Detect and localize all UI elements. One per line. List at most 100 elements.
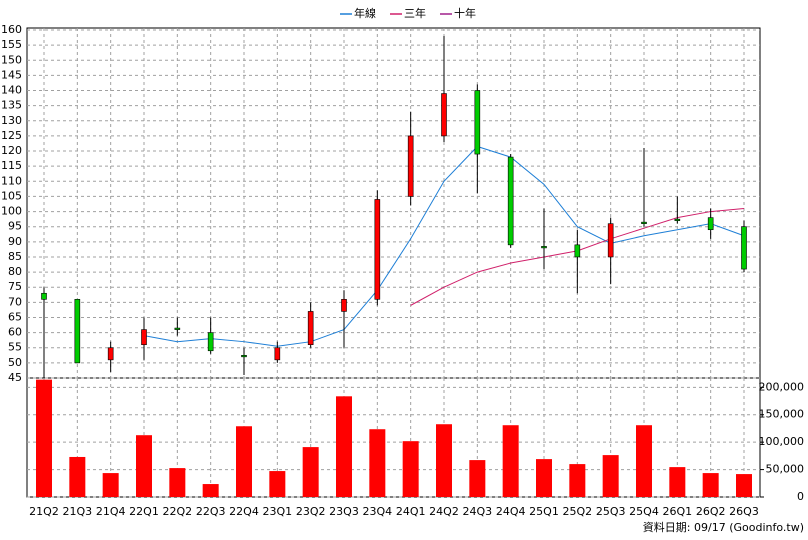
x-tick-label: 26Q2 <box>696 505 726 518</box>
x-tick-label: 25Q3 <box>596 505 626 518</box>
x-tick-label: 22Q3 <box>196 505 226 518</box>
volume-bar <box>369 429 386 497</box>
y-tick-label: 150 <box>1 53 22 66</box>
x-tick-label: 22Q2 <box>163 505 193 518</box>
volume-bar <box>302 447 319 497</box>
y-tick-label: 75 <box>8 280 22 293</box>
candle-body <box>107 347 114 361</box>
price-panel <box>26 27 761 379</box>
candle-body <box>707 217 714 231</box>
volume-bar <box>436 424 452 497</box>
candle-body <box>174 327 181 330</box>
y2-tick-label: 50,000 <box>766 463 805 476</box>
y-tick-label: 55 <box>8 341 22 354</box>
volume-bar <box>502 425 519 497</box>
volume-bar <box>536 459 552 497</box>
candle-body <box>441 93 447 137</box>
candle-body <box>474 90 481 155</box>
volume-bar <box>202 484 219 497</box>
volume-bar <box>469 460 486 497</box>
x-tick-label: 23Q4 <box>363 505 393 518</box>
volume-bar <box>602 455 619 497</box>
x-tick-label: 25Q4 <box>629 505 659 518</box>
candle-body <box>207 332 214 352</box>
candle-body <box>607 223 614 258</box>
y2-tick-label: 0 <box>797 490 804 503</box>
legend-label: 年線 <box>354 6 376 20</box>
candle-body <box>141 329 147 346</box>
volume-bar <box>669 467 686 497</box>
x-tick-label: 24Q3 <box>463 505 493 518</box>
y-tick-label: 145 <box>1 68 22 81</box>
y-tick-label: 60 <box>8 326 22 339</box>
volume-bar <box>336 396 352 497</box>
candle-body <box>574 244 581 258</box>
x-tick-label: 21Q4 <box>96 505 126 518</box>
volume-bar <box>636 425 652 497</box>
y2-tick-label: 200,000 <box>759 380 805 393</box>
volume-bar <box>169 468 186 497</box>
y-tick-label: 160 <box>1 23 22 36</box>
volume-bar <box>702 473 719 497</box>
x-tick-label: 26Q3 <box>729 505 759 518</box>
candle-body <box>241 355 247 358</box>
candle-body <box>374 199 381 300</box>
volume-bar <box>236 426 252 497</box>
y-tick-label: 105 <box>1 189 22 202</box>
y-tick-label: 85 <box>8 250 22 263</box>
x-tick-label: 21Q3 <box>63 505 93 518</box>
footer: 資料日期: 09/17 (Goodinfo.tw) <box>643 520 804 534</box>
y-tick-label: 120 <box>1 144 22 157</box>
x-tick-label: 24Q2 <box>429 505 459 518</box>
volume-bar <box>736 474 752 497</box>
y2-tick-label: 100,000 <box>759 435 805 448</box>
candle-body <box>341 299 347 312</box>
candle-body <box>407 135 414 197</box>
x-tick-label: 23Q2 <box>296 505 326 518</box>
y-tick-label: 45 <box>8 371 22 384</box>
candle-body <box>507 156 514 246</box>
x-tick-label: 21Q2 <box>29 505 59 518</box>
y-tick-label: 100 <box>1 205 22 218</box>
x-tick-label: 26Q1 <box>663 505 693 518</box>
y-tick-label: 90 <box>8 235 22 248</box>
volume-bar <box>36 379 52 497</box>
y-tick-label: 95 <box>8 220 22 233</box>
y-tick-label: 110 <box>1 174 22 187</box>
y-tick-label: 50 <box>8 356 22 369</box>
candle-body <box>641 221 647 224</box>
line-series <box>143 145 745 347</box>
x-tick-label: 24Q4 <box>496 505 526 518</box>
y2-tick-label: 150,000 <box>759 408 805 421</box>
y-tick-label: 125 <box>1 129 22 142</box>
candle-body <box>741 226 747 270</box>
y-tick-label: 155 <box>1 38 22 51</box>
legend-label: 三年 <box>404 6 426 20</box>
x-tick-label: 23Q1 <box>263 505 293 518</box>
volume-bar <box>102 473 119 497</box>
volume-bar <box>69 456 86 497</box>
candle-body <box>41 292 47 300</box>
candle-body <box>74 299 81 364</box>
x-tick-label: 25Q1 <box>529 505 559 518</box>
y-tick-label: 115 <box>1 159 22 172</box>
candle-body <box>541 246 547 249</box>
y-tick-label: 130 <box>1 114 22 127</box>
legend-label: 十年 <box>454 6 476 20</box>
volume-bar <box>402 441 419 497</box>
y-tick-label: 80 <box>8 265 22 278</box>
x-tick-label: 22Q1 <box>129 505 159 518</box>
candle-body <box>274 347 281 361</box>
volume-bar <box>569 464 586 497</box>
y-tick-label: 65 <box>8 310 22 323</box>
volume-bar <box>269 471 286 497</box>
candle-body <box>674 218 681 221</box>
y-tick-label: 70 <box>8 295 22 308</box>
x-tick-label: 23Q3 <box>329 505 359 518</box>
volume-bar <box>136 435 152 497</box>
candle-body <box>307 311 314 346</box>
x-tick-label: 22Q4 <box>229 505 259 518</box>
x-tick-label: 24Q1 <box>396 505 426 518</box>
y-tick-label: 140 <box>1 84 22 97</box>
